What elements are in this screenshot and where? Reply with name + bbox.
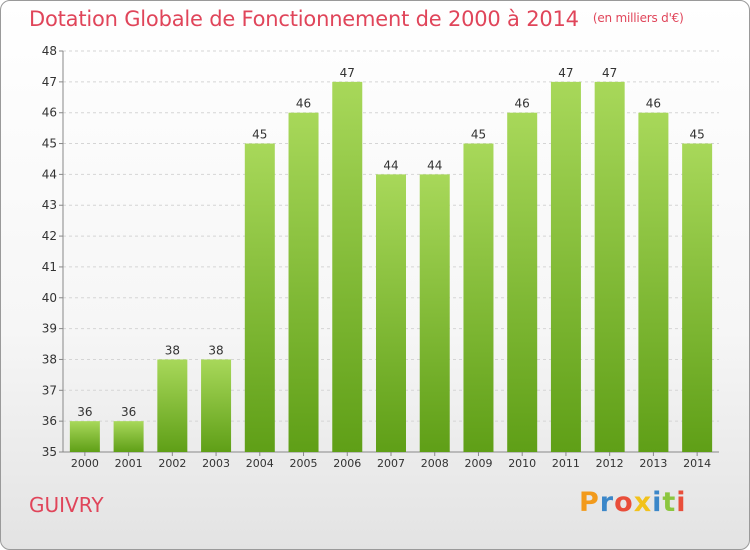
x-tick-label: 2001 bbox=[115, 457, 143, 470]
x-tick-label: 2011 bbox=[552, 457, 580, 470]
y-tick-label: 47 bbox=[42, 75, 57, 89]
y-tick-label: 45 bbox=[42, 137, 57, 151]
logo-letter: o bbox=[614, 487, 634, 518]
bar bbox=[419, 174, 450, 452]
x-tick-label: 2010 bbox=[508, 457, 536, 470]
logo-letter: t bbox=[662, 487, 677, 518]
data-label: 44 bbox=[383, 158, 398, 172]
bar bbox=[288, 112, 319, 452]
y-tick-label: 38 bbox=[42, 352, 57, 366]
y-tick-label: 40 bbox=[42, 291, 57, 305]
data-label: 46 bbox=[646, 97, 661, 111]
x-tick-label: 2006 bbox=[333, 457, 361, 470]
y-tick-label: 35 bbox=[42, 445, 57, 459]
x-tick-label: 2008 bbox=[421, 457, 449, 470]
x-tick-label: 2000 bbox=[71, 457, 99, 470]
bar bbox=[69, 421, 100, 452]
data-label: 44 bbox=[427, 158, 442, 172]
city-name: GUIVRY bbox=[29, 493, 104, 517]
x-tick-label: 2009 bbox=[464, 457, 492, 470]
y-tick-label: 44 bbox=[42, 167, 57, 181]
logo-letter: x bbox=[633, 487, 653, 518]
bar bbox=[463, 143, 494, 453]
data-label: 47 bbox=[340, 66, 355, 80]
y-tick-label: 37 bbox=[42, 383, 57, 397]
bar bbox=[594, 81, 625, 452]
data-label: 38 bbox=[208, 343, 223, 357]
bar bbox=[157, 359, 188, 452]
bar bbox=[332, 81, 363, 452]
proxiti-logo: Proxiti bbox=[579, 487, 687, 518]
bar bbox=[113, 421, 144, 452]
bar bbox=[682, 143, 713, 453]
bar bbox=[376, 174, 406, 452]
x-tick-label: 2002 bbox=[158, 457, 186, 470]
x-tick-label: 2014 bbox=[683, 457, 711, 470]
data-label: 45 bbox=[252, 128, 267, 142]
x-tick-label: 2004 bbox=[246, 457, 274, 470]
data-label: 36 bbox=[121, 405, 136, 419]
data-label: 47 bbox=[558, 66, 573, 80]
logo-letter: i bbox=[676, 487, 687, 518]
y-tick-label: 41 bbox=[42, 260, 57, 274]
chart-title: Dotation Globale de Fonctionnement de 20… bbox=[29, 7, 684, 31]
bar bbox=[507, 112, 538, 452]
bar bbox=[550, 81, 581, 452]
y-tick-label: 39 bbox=[42, 322, 57, 336]
x-tick-label: 2003 bbox=[202, 457, 230, 470]
data-label: 38 bbox=[165, 343, 180, 357]
unit-label: (en milliers d'€) bbox=[592, 11, 684, 25]
x-tick-label: 2013 bbox=[639, 457, 667, 470]
data-label: 45 bbox=[689, 128, 704, 142]
bar bbox=[201, 359, 232, 452]
data-label: 45 bbox=[471, 128, 486, 142]
logo-letter: P bbox=[579, 487, 600, 518]
logo-letter: i bbox=[652, 487, 663, 518]
x-tick-label: 2005 bbox=[290, 457, 318, 470]
title-text: Dotation Globale de Fonctionnement de 20… bbox=[29, 7, 579, 31]
y-tick-label: 46 bbox=[42, 106, 57, 120]
y-tick-label: 48 bbox=[42, 44, 57, 58]
bar bbox=[244, 143, 275, 453]
y-tick-label: 36 bbox=[42, 414, 57, 428]
data-label: 36 bbox=[77, 405, 92, 419]
data-label: 46 bbox=[515, 97, 530, 111]
x-tick-label: 2012 bbox=[596, 457, 624, 470]
data-label: 46 bbox=[296, 97, 311, 111]
bar bbox=[638, 112, 669, 452]
x-tick-label: 2007 bbox=[377, 457, 405, 470]
logo-letter: r bbox=[599, 487, 615, 518]
y-tick-label: 42 bbox=[42, 229, 57, 243]
y-tick-label: 43 bbox=[42, 198, 57, 212]
data-label: 47 bbox=[602, 66, 617, 80]
